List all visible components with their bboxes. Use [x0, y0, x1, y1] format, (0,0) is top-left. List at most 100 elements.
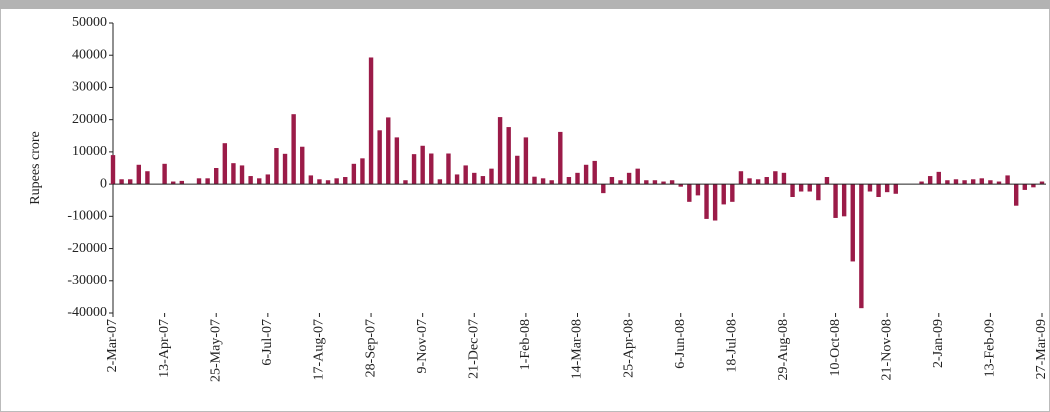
bar [523, 137, 529, 185]
bar [730, 184, 735, 202]
bar [798, 184, 804, 192]
y-tick-label: -40000 [67, 305, 107, 320]
x-tick-label: 14-Mar-08 [570, 319, 585, 379]
bar [592, 160, 597, 185]
bar [841, 184, 847, 217]
x-tick-label: 10-Oct-08 [828, 319, 843, 377]
bar [110, 155, 116, 185]
y-tick-label: -30000 [67, 273, 107, 288]
bar [678, 184, 683, 187]
bar [747, 178, 752, 185]
y-tick-label: 30000 [72, 80, 107, 95]
bar [626, 172, 632, 185]
x-tick-label: 21-Dec-07 [466, 319, 481, 379]
bar [386, 117, 391, 185]
bar [145, 171, 150, 185]
bar [317, 179, 322, 185]
bar [222, 143, 228, 185]
bar [239, 165, 245, 185]
bar [334, 178, 339, 185]
bar [1022, 184, 1027, 190]
bar [325, 180, 331, 185]
bar [196, 178, 202, 185]
x-tick-label: 17-Aug-07 [312, 319, 327, 380]
bar [687, 184, 692, 202]
bar [506, 127, 511, 185]
bar [1031, 184, 1036, 188]
y-tick-label: 50000 [72, 15, 107, 30]
bar [927, 176, 933, 185]
bar [300, 146, 305, 185]
bar [411, 154, 417, 185]
bar [136, 164, 142, 185]
bar [945, 180, 950, 185]
bar [970, 179, 976, 185]
bar [179, 180, 185, 185]
bar [661, 181, 666, 185]
bar [919, 181, 924, 185]
bar [540, 178, 546, 185]
x-tick-label: 6-Jul-07 [260, 319, 275, 366]
x-tick-label: 2-Mar-07 [105, 319, 120, 372]
bar [859, 184, 864, 309]
bar [566, 177, 572, 185]
bar [996, 181, 1002, 185]
x-tick-label: 25-May-07 [208, 319, 223, 382]
bar [618, 180, 623, 185]
bar [764, 177, 769, 185]
bar [231, 163, 236, 185]
x-tick-label: 13-Apr-07 [157, 319, 172, 378]
bar [429, 153, 434, 185]
bar [532, 176, 537, 185]
bar [807, 184, 812, 192]
bar [171, 181, 176, 185]
bar [205, 178, 210, 185]
bar [257, 178, 262, 185]
bar [368, 57, 374, 185]
bar [704, 184, 709, 219]
bar [979, 178, 984, 185]
bar [291, 114, 296, 185]
bar [824, 177, 830, 185]
bar [1013, 184, 1019, 206]
y-tick-label: 40000 [72, 47, 107, 62]
x-tick-label: 6-Jun-08 [673, 319, 688, 369]
bar [549, 180, 554, 185]
bar [988, 180, 993, 185]
top-band [0, 0, 1050, 9]
x-tick-label: 27-Mar-09 [1034, 319, 1049, 379]
x-tick-label: 25-Apr-08 [621, 319, 636, 378]
x-tick-label: 29-Aug-08 [776, 319, 791, 380]
bar [609, 177, 615, 185]
bar [575, 172, 580, 185]
bar [712, 184, 718, 221]
bar [755, 179, 761, 185]
bar [962, 180, 967, 185]
bar [601, 184, 606, 194]
bar [893, 184, 898, 194]
bar [489, 168, 494, 185]
y-tick-label: -10000 [67, 209, 107, 224]
bar [867, 184, 873, 192]
x-tick-label: 9-Nov-07 [415, 319, 430, 373]
bar [1005, 175, 1010, 185]
bar [446, 153, 451, 185]
x-tick-label: 21-Nov-08 [879, 319, 894, 380]
bar [454, 174, 460, 185]
bar [515, 155, 520, 185]
bar [274, 148, 279, 185]
bar [773, 171, 778, 185]
bar [403, 180, 408, 185]
bar [282, 153, 288, 185]
bar [119, 179, 124, 185]
bar [360, 158, 365, 185]
bar [420, 145, 425, 185]
bar [738, 171, 744, 185]
bar [669, 180, 675, 185]
bar [265, 174, 271, 185]
bar [377, 130, 382, 185]
x-tick-label: 1-Feb-08 [518, 319, 533, 370]
bar [850, 184, 855, 262]
